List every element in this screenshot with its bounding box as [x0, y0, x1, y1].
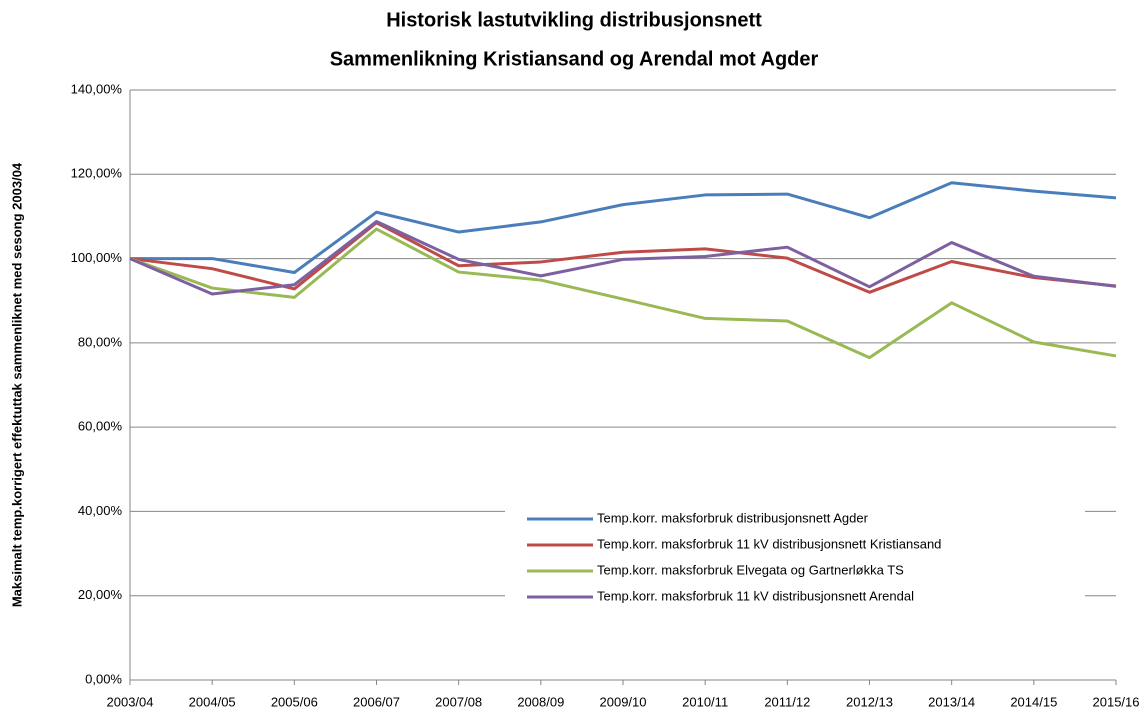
- x-tick-label: 2010/11: [682, 694, 728, 709]
- x-tick-label: 2015/16: [1093, 694, 1140, 709]
- y-tick-label: 40,00%: [78, 503, 123, 518]
- line-series: [129, 221, 1117, 294]
- x-tick-label: 2005/06: [271, 694, 318, 709]
- legend-label: Temp.korr. maksforbruk Elvegata og Gartn…: [597, 562, 904, 577]
- y-tick-label: 140,00%: [71, 81, 123, 96]
- y-tick-label: 0,00%: [85, 671, 122, 686]
- y-tick-label: 20,00%: [78, 587, 123, 602]
- y-tick-label: 80,00%: [78, 334, 123, 349]
- y-axis-label: Maksimalt temp.korrigert effektuttak sam…: [9, 162, 24, 607]
- line-series: [129, 227, 1117, 360]
- x-tick-label: 2014/15: [1010, 694, 1057, 709]
- legend-label: Temp.korr. maksforbruk 11 kV distribusjo…: [597, 536, 941, 551]
- y-tick-label: 100,00%: [71, 250, 123, 265]
- x-tick-label: 2003/04: [107, 694, 154, 709]
- legend-label: Temp.korr. maksforbruk 11 kV distribusjo…: [597, 588, 914, 603]
- legend-label: Temp.korr. maksforbruk distribusjonsnett…: [597, 510, 869, 525]
- legend-box: [505, 503, 1085, 613]
- chart-subtitle: Sammenlikning Kristiansand og Arendal mo…: [330, 48, 819, 70]
- line-series: [129, 219, 1117, 296]
- x-tick-label: 2006/07: [353, 694, 400, 709]
- x-tick-label: 2011/12: [764, 694, 810, 709]
- y-tick-label: 60,00%: [78, 419, 123, 434]
- x-tick-label: 2007/08: [435, 694, 482, 709]
- x-tick-label: 2008/09: [517, 694, 564, 709]
- x-tick-label: 2004/05: [189, 694, 236, 709]
- x-tick-label: 2013/14: [928, 694, 975, 709]
- y-tick-label: 120,00%: [71, 166, 123, 181]
- x-tick-label: 2009/10: [600, 694, 647, 709]
- chart-title: Historisk lastutvikling distribusjonsnet…: [386, 9, 762, 31]
- x-tick-label: 2012/13: [846, 694, 893, 709]
- line-series: [130, 181, 1117, 274]
